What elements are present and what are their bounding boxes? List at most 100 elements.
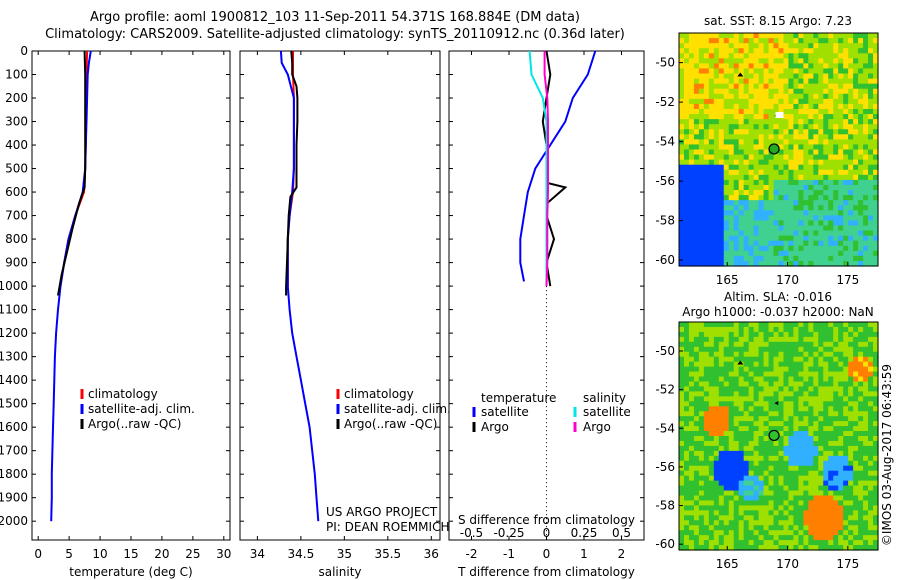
sst_map-cell bbox=[683, 38, 690, 44]
sst_map-cell bbox=[813, 119, 819, 125]
sst_map-cell bbox=[868, 114, 874, 120]
sst_map-cell bbox=[728, 205, 735, 211]
sst_map-cell bbox=[753, 103, 760, 110]
sst_map-cell bbox=[679, 88, 685, 95]
sla_map-cell bbox=[788, 411, 795, 417]
sst_map-cell bbox=[828, 73, 834, 80]
sla_map-cell bbox=[733, 535, 740, 541]
sla_map-cell bbox=[683, 495, 690, 502]
sla_map-cell bbox=[833, 445, 839, 452]
sst_map-cell bbox=[833, 154, 839, 161]
sla_map-cell bbox=[758, 500, 765, 506]
sla_map-cell bbox=[863, 376, 869, 383]
sla_map-cell bbox=[808, 450, 814, 457]
sla_map-cell bbox=[803, 525, 809, 531]
sst_map-cell bbox=[713, 250, 720, 257]
sla_map-cell bbox=[823, 515, 829, 521]
sla_map-cell bbox=[803, 391, 809, 397]
sst_map-cell bbox=[788, 184, 795, 191]
sst_map-cell bbox=[783, 33, 790, 39]
sla_map-cell bbox=[798, 480, 804, 487]
sst_map-cell bbox=[683, 149, 690, 156]
sla_map-cell bbox=[848, 510, 854, 516]
sla_map-cell bbox=[758, 391, 765, 397]
sst_map-cell bbox=[798, 73, 804, 80]
sst_map-cell bbox=[703, 250, 710, 257]
sst_map-cell bbox=[843, 260, 849, 267]
sla_map-cell bbox=[803, 411, 809, 417]
sst_map-cell bbox=[823, 255, 829, 262]
sla_map-cell bbox=[783, 470, 790, 477]
sst_map-cell bbox=[828, 174, 834, 181]
sst_map-cell bbox=[843, 230, 849, 237]
sla_map-cell bbox=[798, 505, 804, 511]
sst_map-cell bbox=[823, 43, 829, 49]
sst_map-cell bbox=[783, 98, 790, 105]
sla_map-cell bbox=[788, 545, 795, 551]
sst_map-cell bbox=[833, 83, 839, 90]
sla_map-cell bbox=[783, 401, 790, 407]
sst_map-cell bbox=[803, 235, 809, 242]
sla_map-cell bbox=[763, 545, 770, 551]
sst_map-cell bbox=[733, 159, 740, 166]
sla_map-cell bbox=[873, 331, 879, 338]
sst_map-cell bbox=[838, 225, 844, 232]
sst_map-cell bbox=[788, 68, 795, 75]
sst_map-cell bbox=[843, 159, 849, 166]
sst_map-cell bbox=[808, 73, 814, 80]
sst_map-cell bbox=[803, 73, 809, 80]
sla_map-cell bbox=[718, 525, 725, 531]
sst_map-cell bbox=[808, 93, 814, 100]
sst_map-cell bbox=[768, 190, 775, 196]
sst_map-cell bbox=[788, 260, 795, 267]
sla_map-cell bbox=[838, 371, 844, 378]
sla_map-cell bbox=[679, 391, 685, 397]
sla_map-cell bbox=[763, 401, 770, 407]
sla_map-cell bbox=[843, 331, 849, 338]
temperature-series-climatology bbox=[59, 50, 89, 287]
sst_map-cell bbox=[838, 114, 844, 120]
sst_map-cell bbox=[763, 68, 770, 75]
sst_map-cell bbox=[828, 88, 834, 95]
sst_map-cell bbox=[838, 63, 844, 70]
sla_map-cell bbox=[783, 426, 790, 432]
sst_map-cell bbox=[763, 169, 770, 176]
sla_map-cell bbox=[693, 336, 700, 343]
sla_map-cell bbox=[823, 386, 829, 392]
sla_map-cell bbox=[833, 341, 839, 348]
sst_map-cell bbox=[718, 169, 725, 176]
sst_map-cell bbox=[758, 210, 765, 216]
sst_map-cell bbox=[728, 260, 735, 267]
sla_map-cell bbox=[813, 391, 819, 397]
sst_map-cell bbox=[679, 78, 685, 85]
sla_map-cell bbox=[753, 495, 760, 502]
sla_map-cell bbox=[838, 366, 844, 373]
sla_map-cell bbox=[773, 470, 780, 477]
sst_map-cell bbox=[828, 195, 834, 201]
sla_map-cell bbox=[828, 406, 834, 412]
sst_map-cell bbox=[728, 119, 735, 125]
sla_map-cell bbox=[833, 322, 839, 328]
sst_map-cell bbox=[838, 179, 844, 186]
sst_map-cell bbox=[688, 134, 695, 140]
sla_map-cell bbox=[813, 460, 819, 467]
sla_map-cell bbox=[843, 346, 849, 353]
sla_map-cell bbox=[698, 515, 705, 521]
sst_map-cell bbox=[818, 83, 824, 90]
sla_map-cell bbox=[783, 545, 790, 551]
sst_map-cell bbox=[778, 190, 785, 196]
sla_map-cell bbox=[808, 535, 814, 541]
sst_map-cell bbox=[818, 205, 824, 211]
sla_map-cell bbox=[828, 411, 834, 417]
sst_map-cell bbox=[688, 184, 695, 191]
sst_map-cell bbox=[703, 260, 710, 267]
sst_map-cell bbox=[823, 200, 829, 206]
sla_map-cell bbox=[773, 411, 780, 417]
sla_map-cell bbox=[703, 421, 710, 427]
sla_map-cell bbox=[683, 356, 690, 363]
sla_map-cell bbox=[738, 445, 745, 452]
sst_map-cell bbox=[733, 245, 740, 252]
sst_map-cell bbox=[693, 260, 700, 267]
sst_map-cell bbox=[858, 134, 864, 140]
sst_map-cell bbox=[778, 43, 785, 49]
